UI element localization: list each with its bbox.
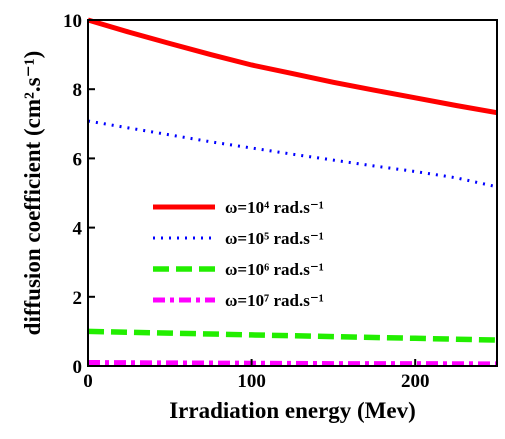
- y-tick-label: 4: [73, 219, 83, 240]
- y-tick-label: 8: [73, 80, 83, 101]
- series-line-4: [87, 360, 498, 367]
- plot-lines: [87, 17, 498, 367]
- series-line-2: [87, 119, 498, 189]
- y-tick-label: 0: [73, 357, 83, 378]
- y-tick-label: 6: [73, 149, 83, 170]
- y-axis-title: diffusion coefficient (cm².s⁻¹): [20, 51, 45, 336]
- legend-label-2: ω=10⁵ rad.s⁻¹: [225, 229, 324, 248]
- legend-label-1: ω=10⁴ rad.s⁻¹: [225, 198, 324, 217]
- plot-frame: [87, 19, 498, 367]
- legend: ω=10⁴ rad.s⁻¹ ω=10⁵ rad.s⁻¹ ω=10⁶ rad.s⁻¹ ω…: [153, 198, 324, 310]
- legend-label-3: ω=10⁶ rad.s⁻¹: [225, 260, 324, 279]
- series-line-3: [87, 328, 498, 343]
- y-tick-label: 2: [73, 288, 83, 309]
- x-tick-label: 200: [401, 371, 430, 392]
- x-axis-title: Irradiation energy (Mev): [169, 398, 416, 423]
- legend-label-4: ω=10⁷ rad.s⁻¹: [225, 291, 324, 310]
- y-tick-label: 10: [63, 11, 82, 32]
- series-line-1: [87, 17, 498, 116]
- x-tick-label: 0: [83, 371, 93, 392]
- x-tick-label: 100: [237, 371, 266, 392]
